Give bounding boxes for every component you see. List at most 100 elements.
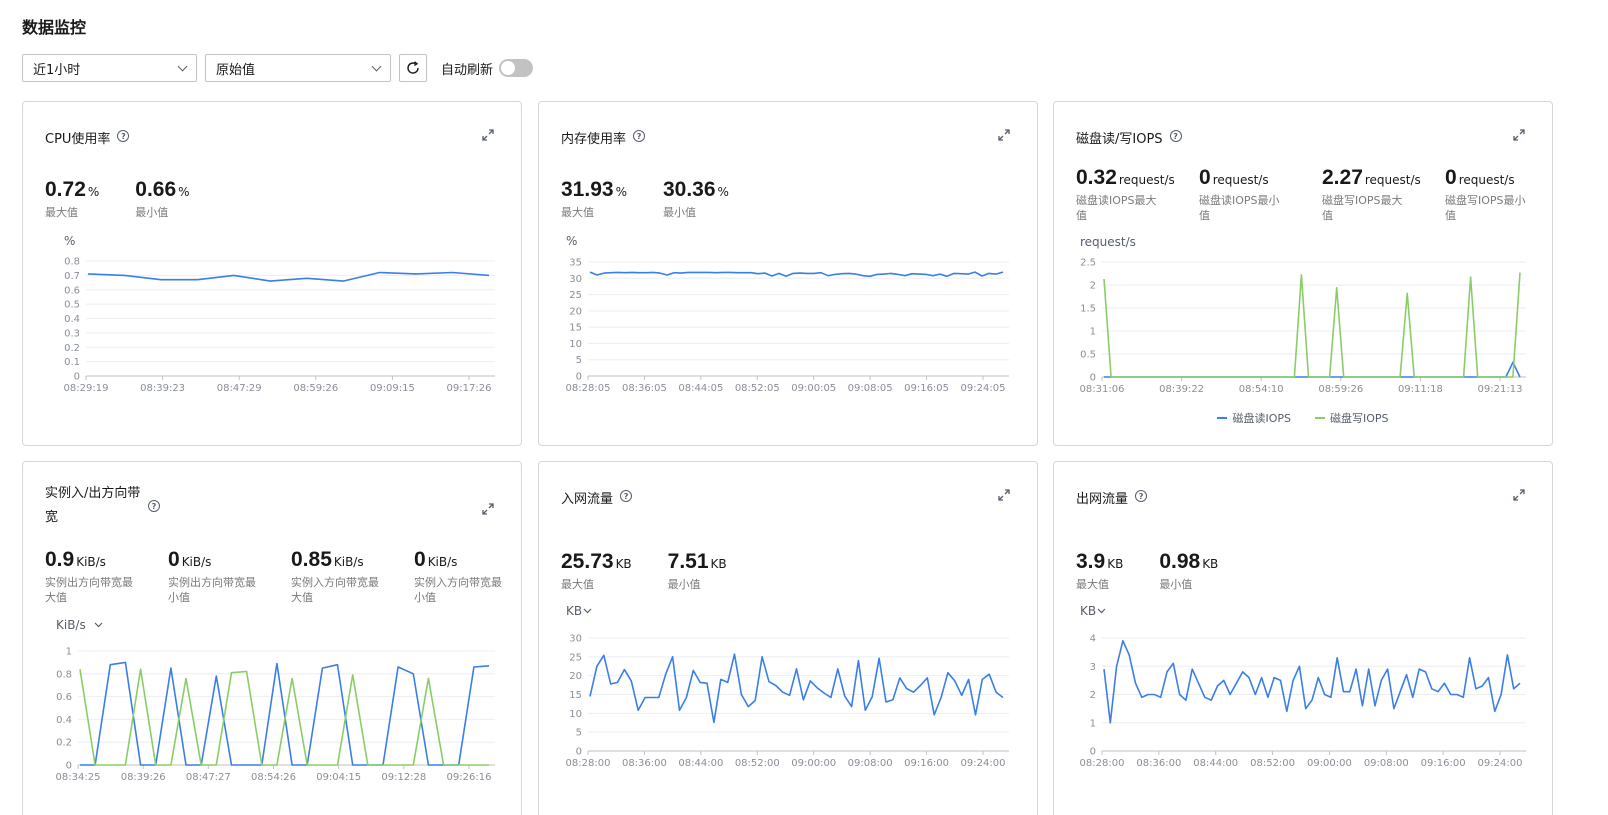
- metric-unit: KiB/s: [333, 555, 364, 569]
- refresh-button[interactable]: [399, 54, 427, 82]
- y-tick-label: 0.3: [64, 328, 80, 339]
- metric-unit: %: [615, 185, 627, 199]
- toolbar: 近1小时 原始值 自动刷新: [22, 54, 534, 82]
- inbound-traffic-chart: KB 0 5 10 15 20 25 30 08:28:00 08:36:00 08:44:00 08…: [566, 604, 1009, 769]
- x-tick-label: 08:44:00: [678, 758, 723, 769]
- y-tick-label: 0.5: [1080, 350, 1096, 361]
- x-tick-label: 08:36:00: [1136, 758, 1181, 769]
- metric-label: 磁盘写IOPS最大值: [1322, 194, 1403, 222]
- y-tick-label: 0.4: [56, 715, 72, 726]
- legend-label: 磁盘写IOPS: [1330, 412, 1389, 425]
- x-tick-label: 09:24:05: [961, 383, 1006, 394]
- metric-value: 0.72: [45, 178, 86, 201]
- help-icon[interactable]: ?: [620, 490, 633, 502]
- axis-unit-label: KB: [566, 604, 582, 618]
- x-tick-label: 09:00:00: [1307, 758, 1352, 769]
- metric-in-max: 0.85 KiB/s 实例入方向带宽最大值: [291, 548, 402, 605]
- card-title-text: 内存使用率: [561, 132, 627, 147]
- y-tick-label: 0.6: [56, 692, 72, 703]
- help-icon[interactable]: ?: [148, 500, 160, 512]
- x-tick-label: 09:00:00: [791, 758, 836, 769]
- x-tick-label: 08:39:22: [1159, 384, 1204, 395]
- value-type-value: 原始值: [216, 62, 256, 78]
- card-title-text: 入网流量: [561, 492, 614, 507]
- metric-unit: KiB/s: [427, 555, 458, 569]
- legend-item-disk-write[interactable]: 磁盘写IOPS: [1315, 410, 1389, 426]
- x-tick-label: 08:28:00: [1080, 758, 1125, 769]
- refresh-icon: [407, 61, 419, 74]
- expand-icon[interactable]: [481, 502, 495, 516]
- card-title-text: CPU使用率: [45, 132, 111, 147]
- x-tick-label: 08:44:00: [1193, 758, 1238, 769]
- y-tick-label: 10: [569, 339, 582, 350]
- x-tick-label: 08:28:05: [566, 383, 611, 394]
- metric-value: 0.32: [1076, 166, 1117, 189]
- series-line: [87, 271, 490, 282]
- expand-icon[interactable]: [997, 128, 1011, 142]
- metric-unit: KB: [1107, 557, 1124, 571]
- metric-write-min: 0 request/s 磁盘写IOPS最小值: [1445, 166, 1552, 223]
- x-tick-label: 09:16:00: [904, 758, 949, 769]
- expand-icon[interactable]: [1512, 128, 1526, 142]
- card-title: 实例入/出方向带宽 ?: [45, 486, 160, 530]
- y-tick-label: 0: [1090, 747, 1096, 758]
- metrics: 0.32 request/s 磁盘读IOPS最大值 0 request/s 磁盘读I…: [1076, 166, 1552, 223]
- bandwidth-chart: KiB/s 0 0.2 0.4 0.6 0.8 1 08:34:25 08:39:26 08:47…: [56, 618, 495, 783]
- help-icon[interactable]: ?: [1169, 130, 1182, 142]
- series-line: [589, 271, 1004, 278]
- metric-value: 3.9: [1076, 550, 1106, 573]
- card-title: 出网流量 ?: [1076, 488, 1148, 507]
- y-tick-label: 1: [1090, 718, 1096, 729]
- metric-label: 实例出方向带宽最小值: [168, 576, 256, 604]
- metric-unit: %: [87, 185, 100, 199]
- help-icon[interactable]: ?: [1135, 490, 1148, 502]
- time-range-select[interactable]: 近1小时: [22, 54, 197, 82]
- expand-icon[interactable]: [1512, 488, 1526, 502]
- x-tick-label: 09:16:05: [904, 383, 949, 394]
- x-tick-label: 09:24:00: [961, 758, 1006, 769]
- metrics: 25.73 KB 最大值 7.51 KB 最小值: [561, 550, 763, 592]
- y-tick-label: 2: [1090, 281, 1096, 292]
- x-tick-label: 08:59:26: [1318, 384, 1363, 395]
- y-tick-label: 30: [569, 274, 582, 285]
- y-tick-label: 2.5: [1080, 258, 1096, 269]
- card-title: 入网流量 ?: [561, 488, 633, 507]
- x-tick-label: 08:54:10: [1239, 384, 1284, 395]
- disk-iops-chart: request/s 0 0.5 1 1.5 2 2.5 08:31:06 08:39:22 08:…: [1080, 235, 1526, 395]
- metric-value: 0.85: [291, 548, 332, 571]
- x-tick-label: 08:59:26: [293, 383, 338, 394]
- metric-value: 30.36: [662, 178, 716, 201]
- metric-out-min: 0 KiB/s 实例出方向带宽最小值: [168, 548, 279, 605]
- legend-item-disk-read[interactable]: 磁盘读IOPS: [1217, 410, 1291, 426]
- card-title-text: 实例入/出方向带宽: [45, 486, 141, 525]
- x-tick-label: 08:52:00: [1250, 758, 1295, 769]
- metric-min: 0.98 KB 最小值: [1159, 550, 1218, 592]
- help-icon[interactable]: ?: [633, 130, 646, 142]
- help-icon[interactable]: ?: [117, 130, 130, 142]
- auto-refresh-toggle[interactable]: [499, 59, 534, 77]
- y-tick-label: 3: [1090, 662, 1096, 673]
- card-title: CPU使用率 ?: [45, 128, 130, 147]
- x-tick-label: 09:21:13: [1478, 384, 1523, 395]
- x-tick-label: 08:39:23: [140, 383, 185, 394]
- legend-label: 磁盘读IOPS: [1232, 412, 1291, 425]
- memory-usage-chart: % 0 5 10 15 20 25 30 35 08:28:05 08:36:05 08:44:05 0…: [566, 234, 1009, 394]
- series-line: [1103, 272, 1521, 378]
- series-line: [1104, 361, 1521, 378]
- metric-value: 0: [1199, 166, 1211, 189]
- card-title-text: 磁盘读/写IOPS: [1076, 132, 1163, 147]
- y-tick-label: 25: [569, 652, 582, 663]
- metric-min: 7.51 KB 最小值: [668, 550, 727, 592]
- expand-icon[interactable]: [481, 128, 495, 142]
- metric-read-min: 0 request/s 磁盘读IOPS最小值: [1199, 166, 1310, 223]
- x-tick-label: 08:52:00: [735, 758, 780, 769]
- metric-min: 30.36% 最小值: [663, 178, 729, 220]
- metric-label: 最大值: [561, 578, 594, 591]
- disk-iops-card: 磁盘读/写IOPS ? 0.32 request/s 磁盘读IOPS最大值 0 re…: [1053, 101, 1553, 446]
- x-tick-label: 08:28:00: [566, 758, 611, 769]
- y-tick-label: 5: [576, 728, 582, 739]
- metric-label: 实例入方向带宽最小值: [414, 576, 502, 604]
- axis-unit-label: KB: [1080, 604, 1096, 618]
- value-type-select[interactable]: 原始值: [205, 54, 391, 82]
- expand-icon[interactable]: [997, 488, 1011, 502]
